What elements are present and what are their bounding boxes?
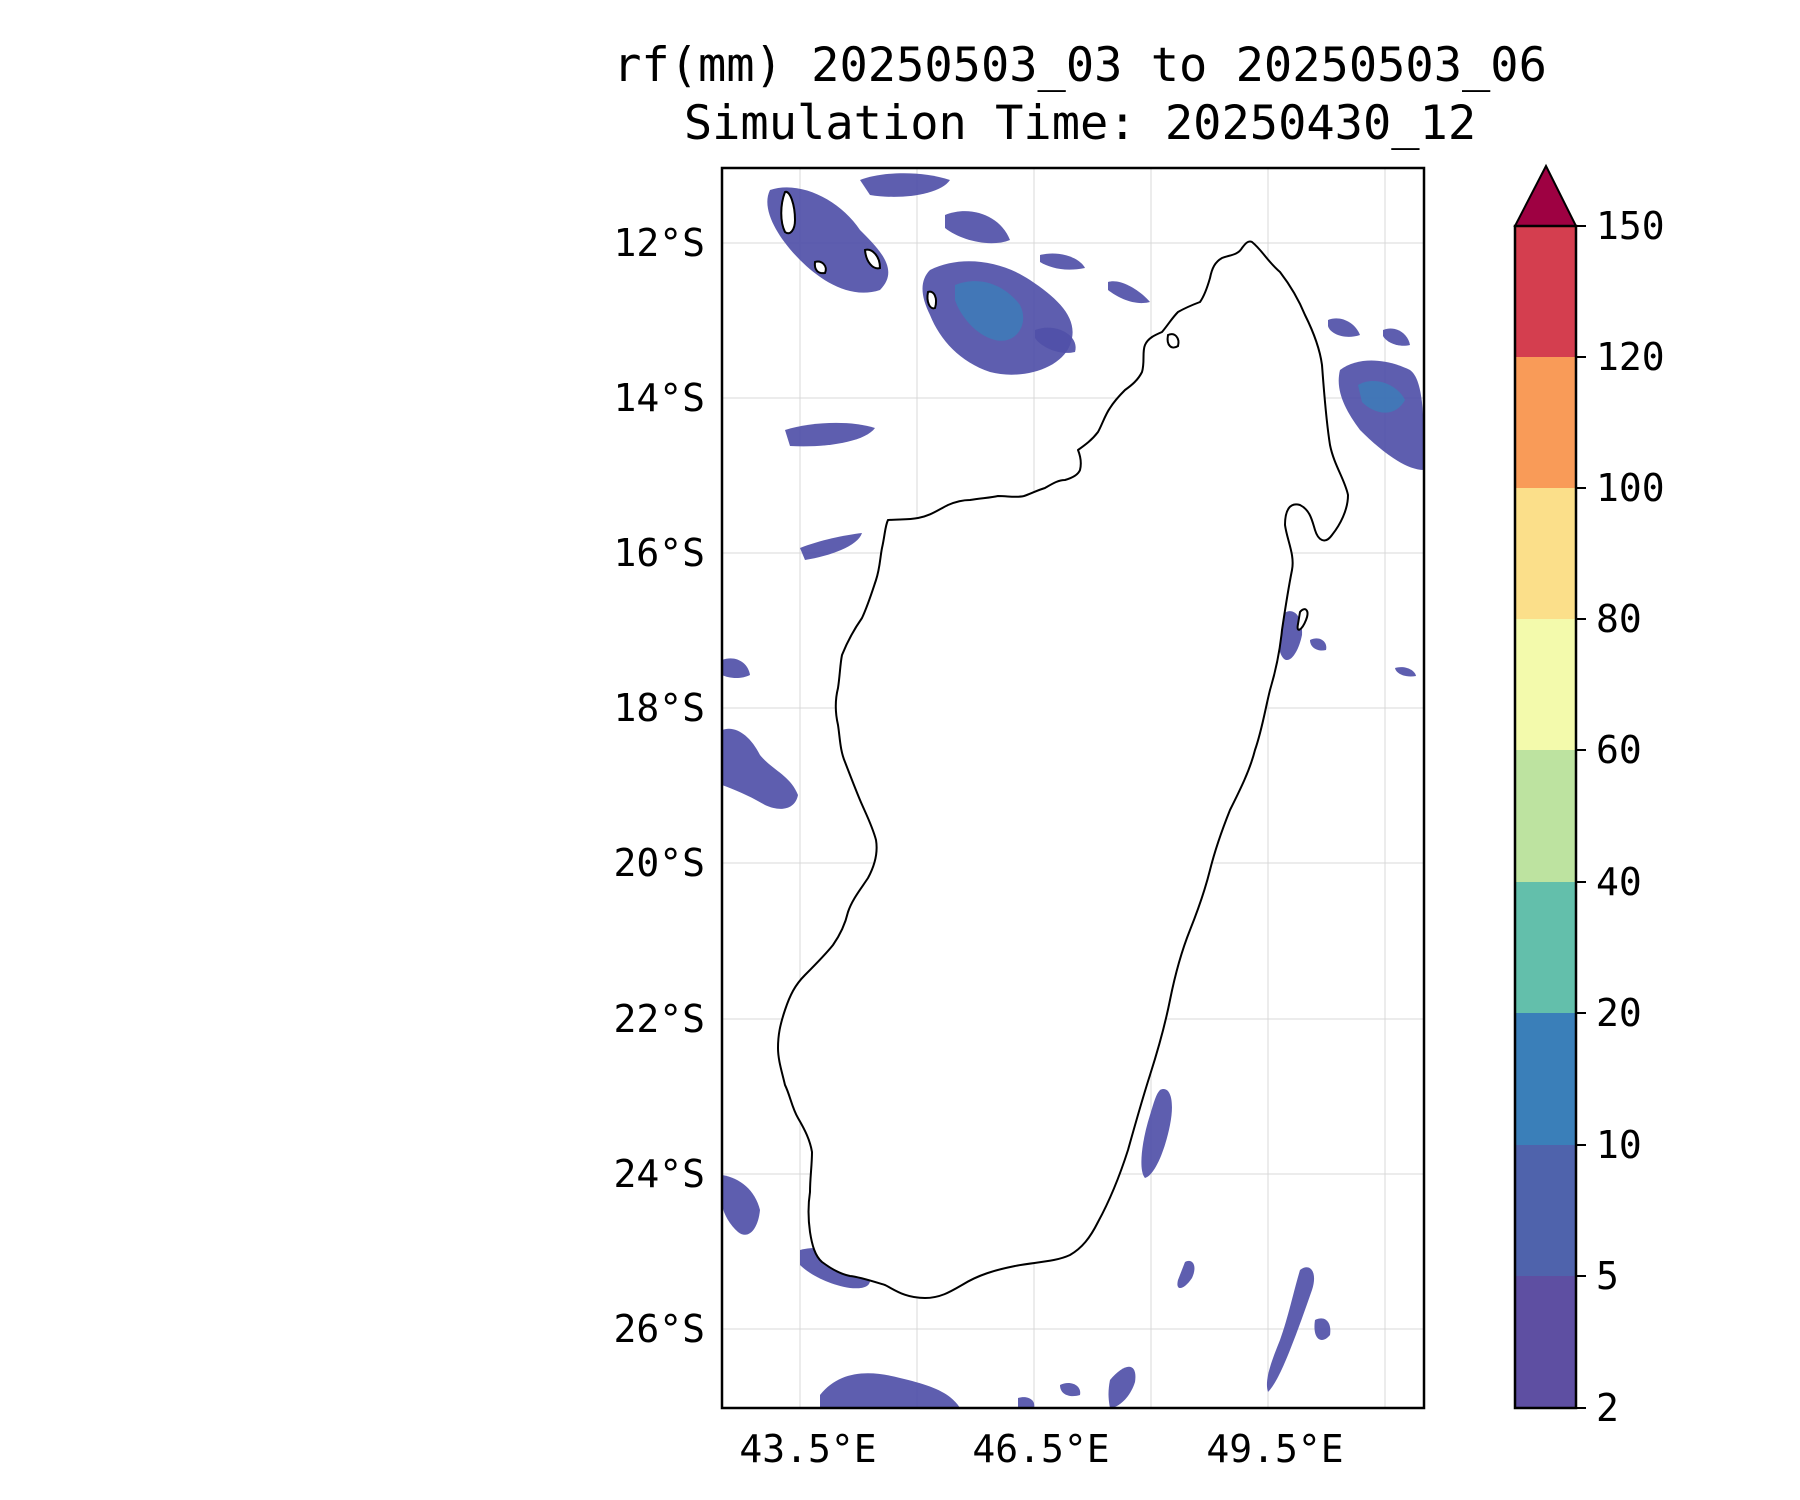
colorbar-bin-20-40 — [1515, 882, 1576, 1013]
colorbar-bin-10-20 — [1515, 1013, 1576, 1145]
rain-area-s-1 — [820, 1373, 960, 1408]
rain-area-north-2 — [860, 173, 950, 197]
rain-area-ne-6 — [1395, 667, 1416, 677]
colorbar-label: 20 — [1596, 991, 1642, 1035]
colorbar-bin-5-10 — [1515, 1145, 1576, 1276]
rain-area-north-6 — [1108, 281, 1150, 304]
madagascar-coastline — [777, 240, 1349, 1299]
rain-area-ne-3 — [1383, 328, 1410, 346]
colorbar-label: 100 — [1596, 466, 1665, 510]
colorbar-label: 80 — [1596, 597, 1642, 641]
rain-area-se-4 — [1314, 1318, 1331, 1340]
figure-title-line-1: rf(mm) 20250503_03 to 20250503_06 — [613, 38, 1547, 93]
colorbar-bin-2-5 — [1515, 1276, 1576, 1408]
rain-area-north-5 — [1040, 253, 1085, 270]
colorbar-bin-120-150 — [1515, 226, 1576, 357]
nosy-be-island — [1166, 333, 1180, 349]
rain-area-w-3 — [722, 1175, 760, 1235]
colorbar-label: 10 — [1596, 1123, 1642, 1167]
rain-area-s-4 — [1018, 1397, 1035, 1408]
coastline — [777, 190, 1349, 1299]
colorbar-label: 40 — [1596, 860, 1642, 904]
colorbar-bin-100-120 — [1515, 357, 1576, 488]
lat-tick-label: 20°S — [613, 841, 705, 885]
rain-area-ne-4 — [1278, 611, 1303, 661]
rain-core-ne-1 — [1358, 380, 1405, 413]
colorbar-label: 150 — [1596, 204, 1665, 248]
lat-tick-label: 14°S — [613, 376, 705, 420]
sainte-marie-island — [1296, 608, 1309, 631]
map-frame — [720, 166, 1426, 1410]
lat-tick-labels: 12°S 14°S 16°S 18°S 20°S 22°S 24°S 26°S — [613, 221, 705, 1351]
comoros-island-1 — [780, 190, 797, 235]
rain-area-w-2 — [722, 658, 750, 679]
lat-tick-label: 16°S — [613, 531, 705, 575]
rainfall-field — [722, 173, 1424, 1408]
colorbar: 2 5 10 20 40 60 80 100 120 150 — [1513, 163, 1665, 1430]
rain-area-ne-5 — [1310, 638, 1327, 651]
rain-area-se-1 — [1141, 1089, 1172, 1178]
colorbar-extend-max — [1513, 163, 1578, 227]
rain-area-14s — [785, 422, 875, 447]
mayotte-island — [926, 290, 938, 310]
rain-area-se-2 — [1177, 1260, 1195, 1289]
figure-title-line-2: Simulation Time: 20250430_12 — [683, 96, 1477, 151]
colorbar-label: 120 — [1596, 335, 1665, 379]
rain-area-s-3 — [1060, 1383, 1081, 1397]
colorbar-bin-60-80 — [1515, 619, 1576, 750]
colorbar-frame — [1513, 224, 1578, 1410]
rain-area-se-3 — [1266, 1267, 1315, 1392]
rain-area-north-1 — [767, 187, 889, 293]
rain-area-ne-2 — [1328, 318, 1360, 337]
comoros-island-2 — [863, 248, 882, 270]
lat-tick-label: 12°S — [613, 221, 705, 265]
lon-tick-label: 46.5°E — [972, 1427, 1109, 1471]
colorbar-bin-40-60 — [1515, 750, 1576, 882]
colorbar-bin-80-100 — [1515, 488, 1576, 619]
colorbar-label: 60 — [1596, 728, 1642, 772]
lon-tick-labels: 43.5°E 46.5°E 49.5°E — [739, 1427, 1343, 1471]
rain-area-ne-1 — [1338, 360, 1424, 470]
lat-tick-label: 18°S — [613, 686, 705, 730]
lat-tick-label: 26°S — [613, 1307, 705, 1351]
lon-tick-label: 43.5°E — [739, 1427, 876, 1471]
rain-area-north-4 — [945, 211, 1010, 244]
rain-area-s-2 — [1108, 1366, 1136, 1408]
rain-core-north-3 — [955, 281, 1024, 341]
colorbar-label: 5 — [1596, 1254, 1619, 1298]
rain-area-w-1 — [722, 728, 798, 809]
rain-area-16s — [800, 533, 862, 560]
lon-tick-label: 49.5°E — [1206, 1427, 1343, 1471]
lat-tick-label: 22°S — [613, 997, 705, 1041]
colorbar-label: 2 — [1596, 1386, 1619, 1430]
comoros-island-3 — [813, 260, 827, 275]
lat-tick-label: 24°S — [613, 1152, 705, 1196]
rain-area-north-7 — [1035, 327, 1076, 353]
